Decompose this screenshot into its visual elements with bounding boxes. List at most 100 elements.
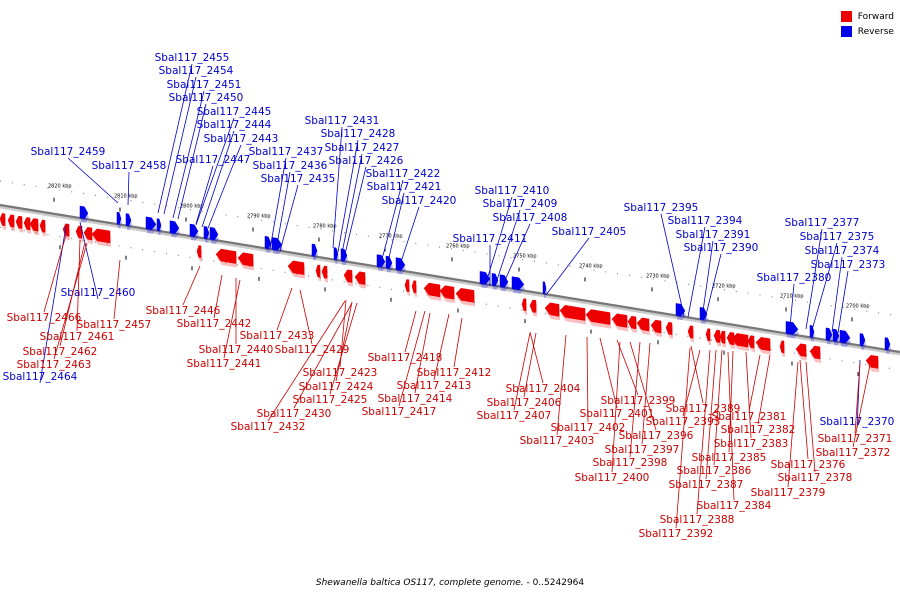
gene-label: Sbal117_2423 [303, 367, 378, 379]
leader-line [745, 351, 752, 439]
gene-label: Sbal117_2401 [580, 408, 655, 420]
leader-line [177, 103, 207, 220]
forward-gene [15, 215, 23, 229]
gene-shadow [787, 325, 799, 339]
forward-gene [343, 269, 353, 283]
leader-line [629, 341, 657, 431]
gene-shadow [667, 326, 673, 339]
reverse-gene [169, 220, 180, 234]
gene-label: Sbal117_2451 [167, 79, 242, 91]
gene-label: Sbal117_2443 [204, 133, 279, 145]
gene-label: Sbal117_2462 [23, 346, 98, 358]
leader-line [805, 361, 816, 473]
gene-label: Sbal117_2413 [397, 380, 472, 392]
gene-shadow [387, 260, 393, 273]
gene-label: Sbal117_2403 [520, 435, 595, 447]
gene-label: Sbal117_2387 [669, 479, 744, 491]
gene-shadow [266, 240, 272, 253]
forward-gene [237, 252, 254, 267]
reverse-gene [116, 211, 122, 225]
leader-line [404, 310, 417, 353]
leader-line [513, 332, 531, 411]
tick-label: 2740 kbp [579, 263, 603, 269]
forward-gene [650, 319, 662, 334]
reverse-swatch [840, 26, 852, 37]
gene-shadow [413, 284, 417, 297]
leader-line [380, 179, 404, 264]
leader-line [501, 223, 531, 288]
gene-shadow [335, 251, 339, 264]
forward-gene [705, 328, 711, 342]
forward-gene [29, 218, 39, 232]
gene-shadow [425, 287, 441, 301]
forward-gene [0, 213, 6, 227]
leader-line [599, 337, 618, 409]
gene-shadow [757, 341, 771, 355]
reverse-gene [785, 321, 799, 335]
gene-shadow [629, 320, 637, 333]
leader-line [805, 228, 823, 330]
gene-label: Sbal117_2396 [619, 430, 694, 442]
forward-gene [611, 313, 628, 328]
reverse-gene [859, 333, 866, 347]
forward-gene [627, 315, 637, 330]
gene-label: Sbal117_2405 [552, 226, 627, 238]
leader-line [172, 90, 205, 219]
gene-shadow [406, 283, 410, 296]
gene-shadow [93, 232, 111, 247]
forward-gene [665, 321, 673, 336]
gene-label: Sbal117_2386 [677, 465, 752, 477]
gene-shadow [501, 278, 509, 292]
leader-line [79, 221, 99, 300]
gene-shadow [715, 334, 721, 347]
forward-gene [404, 279, 410, 293]
forward-gene [713, 329, 721, 343]
forward-gene [215, 248, 237, 264]
forward-gene [544, 302, 560, 317]
leader-line [332, 126, 343, 249]
gene-shadow [1, 217, 6, 230]
gene-label: Sbal117_2420 [382, 195, 457, 207]
gene-label: Sbal117_2399 [601, 395, 676, 407]
forward-gene [559, 305, 586, 321]
forward-gene [315, 264, 321, 278]
reverse-gene [499, 274, 509, 288]
leader-line [611, 341, 621, 473]
leader-line [687, 226, 706, 318]
gene-shadow [781, 344, 785, 358]
gene-label: Sbal117_2412 [417, 367, 492, 379]
reverse-gene [333, 247, 339, 261]
forward-gene [321, 265, 328, 279]
leader-line [157, 63, 193, 214]
gene-label: Sbal117_2409 [483, 198, 558, 210]
reverse-gene [264, 235, 272, 250]
gene-shadow [323, 269, 328, 283]
reverse-gene [156, 218, 162, 232]
leader-line [269, 157, 287, 250]
gene-shadow [397, 261, 406, 275]
reverse-gene [125, 213, 132, 227]
gene-shadow [677, 307, 686, 321]
gene-label: Sbal117_2394 [668, 215, 743, 227]
tick-label: 2720 kbp [712, 283, 736, 289]
tick-label: 2750 kbp [513, 253, 537, 259]
gene-label: Sbal117_2417 [362, 406, 437, 418]
leader-line [789, 283, 795, 328]
leader-line [182, 265, 201, 306]
forward-gene [636, 317, 650, 332]
caption: Shewanella baltica OS117, complete genom… [0, 578, 900, 588]
gene-label: Sbal117_2404 [506, 383, 581, 395]
gene-label: Sbal117_2466 [7, 312, 82, 324]
gene-shadow [342, 252, 348, 266]
gene-shadow [313, 247, 318, 261]
gene-shadow [345, 273, 353, 287]
gene-label: Sbal117_2428 [321, 128, 396, 140]
gene-label: Sbal117_2454 [159, 65, 234, 77]
gene-label: Sbal117_2385 [692, 452, 767, 464]
leader-line [641, 342, 651, 445]
forward-gene [91, 228, 111, 244]
reverse-gene [832, 328, 840, 342]
leader-line [690, 345, 704, 404]
forward-gene [755, 337, 771, 352]
